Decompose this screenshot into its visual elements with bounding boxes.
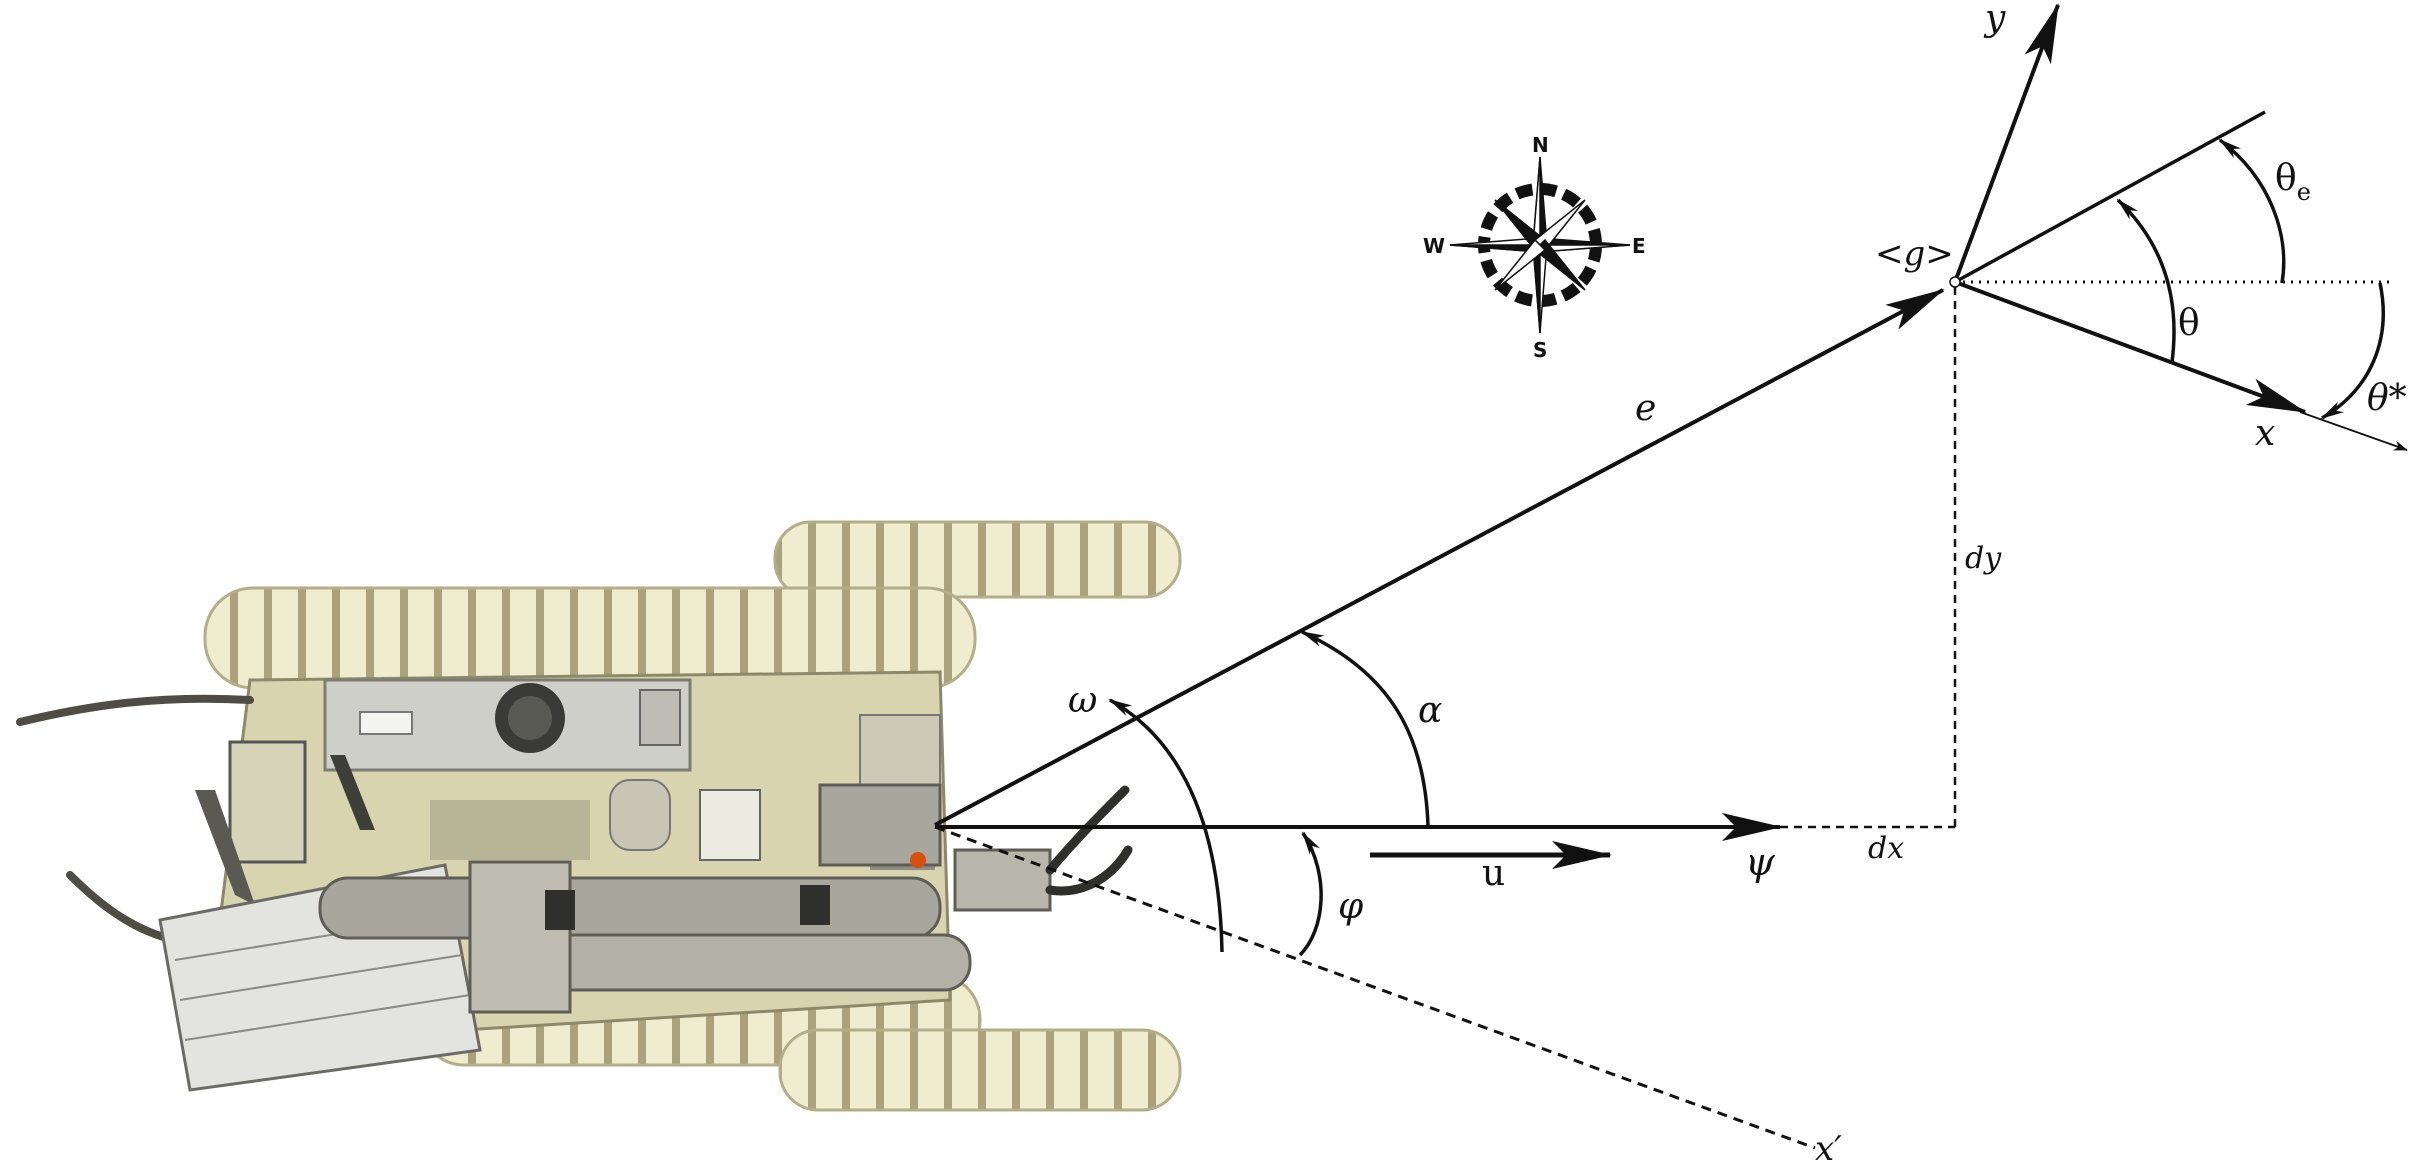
label-y-axis: y xyxy=(1983,0,2006,39)
line-theta-e-ray xyxy=(1954,110,2266,284)
label-goal: <g> xyxy=(1875,234,1954,274)
label-theta-e: θe xyxy=(2275,158,2311,206)
label-dx: dx xyxy=(1868,831,1904,866)
cables xyxy=(16,694,254,944)
label-dy: dy xyxy=(1965,541,2002,576)
arc-theta-e xyxy=(2218,138,2286,284)
compass-rose: N S E W xyxy=(1423,133,1646,362)
arc-alpha xyxy=(1300,630,1430,827)
label-x-axis: x xyxy=(2255,413,2275,454)
arc-omega xyxy=(1108,698,1224,953)
arc-theta-star xyxy=(2320,282,2385,420)
label-e: e xyxy=(1635,388,1656,429)
compass-w: W xyxy=(1423,234,1445,258)
rear-bracket xyxy=(195,740,375,905)
label-phi: φ xyxy=(1338,886,1364,927)
label-alpha: α xyxy=(1418,690,1442,731)
labels: <g> y x θe θ θ* e dy dx ω α φ u ψ x′ xyxy=(1068,0,2407,1164)
label-theta: θ xyxy=(2178,303,2200,344)
compass-e: E xyxy=(1632,234,1646,258)
label-u: u xyxy=(1482,853,1505,894)
goal-point xyxy=(1949,276,1961,288)
label-omega: ω xyxy=(1068,680,1097,721)
track-lower-front xyxy=(778,1028,1182,1112)
arc-phi xyxy=(1298,831,1323,957)
compass-n: N xyxy=(1532,133,1549,157)
line-e xyxy=(934,288,1945,827)
label-psi: ψ xyxy=(1745,840,1776,884)
axis-y xyxy=(1953,3,2060,283)
line-x-prime xyxy=(934,825,1816,1150)
gripper xyxy=(1045,785,1133,896)
line-theta-star-ref xyxy=(2299,411,2408,451)
axis-x xyxy=(1954,280,2307,414)
geometry-lines xyxy=(934,3,2408,1150)
manipulator-arm xyxy=(318,783,1052,1014)
track-upper-front xyxy=(773,520,1182,599)
label-x-prime: x′ xyxy=(1815,1129,1842,1164)
compass-s: S xyxy=(1533,338,1547,362)
compass-star xyxy=(1449,156,1631,334)
robot-illustration xyxy=(16,520,1182,1112)
label-theta-star: θ* xyxy=(2367,378,2407,419)
arc-theta xyxy=(2116,198,2176,363)
